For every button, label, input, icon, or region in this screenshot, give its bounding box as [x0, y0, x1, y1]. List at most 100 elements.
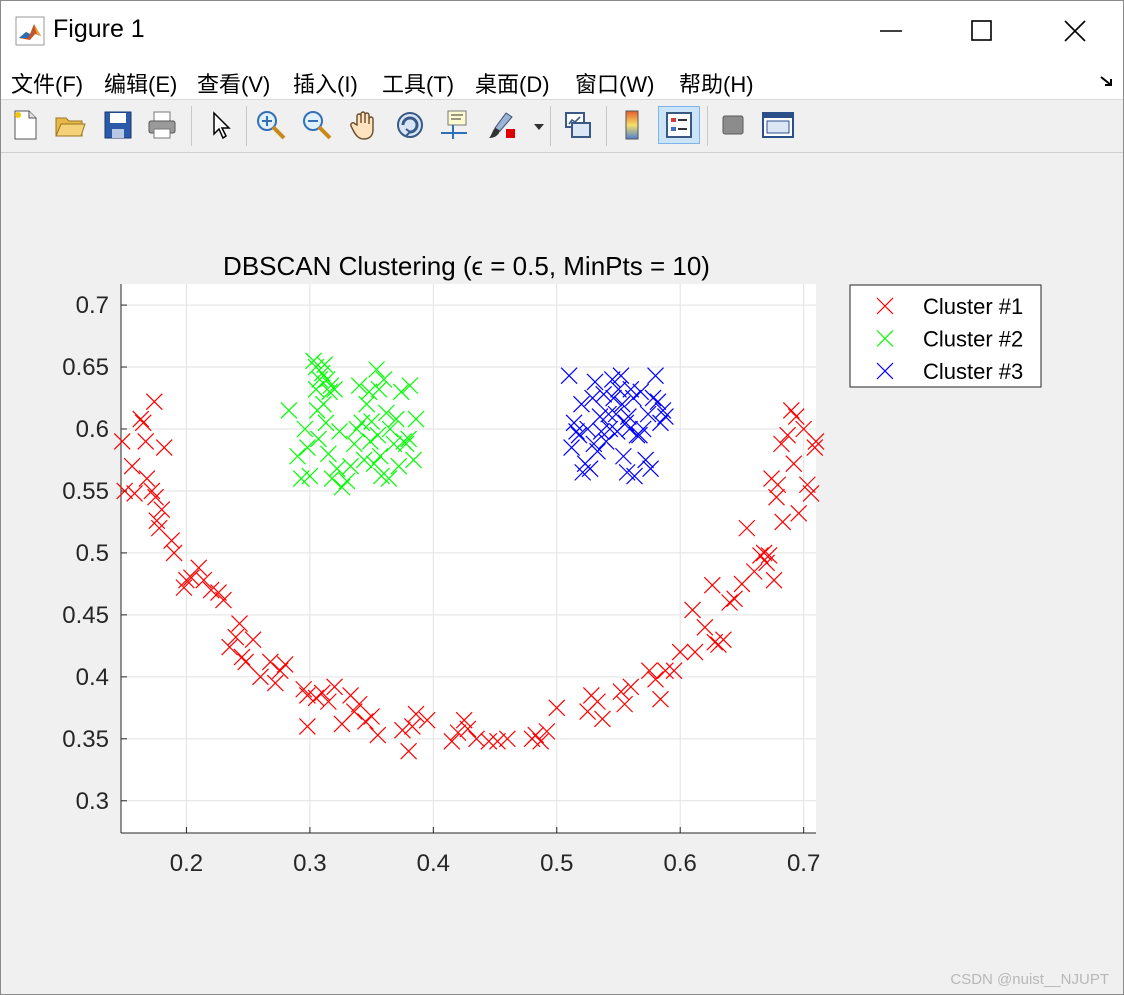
insert-colorbar-button[interactable] [614, 106, 650, 144]
data-point-cluster-3 [560, 367, 578, 385]
colorbar-icon [625, 110, 639, 140]
data-point-cluster-1 [498, 730, 516, 748]
data-point-cluster-1 [773, 435, 790, 453]
data-point-cluster-3 [634, 420, 652, 438]
data-point-cluster-1 [765, 571, 783, 589]
data-point-cluster-2 [319, 445, 337, 463]
data-point-cluster-3 [613, 395, 631, 413]
data-point-cluster-1 [165, 544, 183, 562]
save-icon [104, 111, 132, 139]
data-point-cluster-3 [595, 385, 613, 403]
data-point-cluster-3 [656, 408, 674, 426]
data-point-cluster-2 [363, 413, 381, 430]
close-button[interactable] [1045, 11, 1105, 51]
data-point-cluster-2 [323, 470, 341, 487]
data-point-cluster-3 [649, 393, 667, 411]
data-point-cluster-1 [138, 470, 156, 487]
data-point-cluster-1 [313, 684, 331, 702]
x-tick-label: 0.2 [170, 850, 203, 877]
data-point-cluster-2 [365, 455, 383, 473]
data-point-cluster-3 [654, 401, 672, 419]
dock-arrow-icon[interactable] [1099, 73, 1115, 89]
menu-tools[interactable]: 工具(T) [382, 72, 455, 97]
menu-window[interactable]: 窗口(W) [575, 72, 655, 97]
data-point-cluster-1 [684, 601, 701, 619]
data-point-cluster-1 [665, 662, 683, 680]
rotate-3d-button[interactable] [392, 106, 428, 144]
window-title: Figure 1 [53, 15, 145, 43]
figure-area: 0.2 0.3 0.4 0.5 0.6 0.7 0.3 0.35 0.4 0.45 0.5 0.55 0… [1, 153, 1123, 994]
data-point-cluster-1 [252, 668, 269, 686]
data-point-cluster-1 [589, 693, 606, 711]
data-point-cluster-1 [714, 631, 732, 649]
menu-desktop[interactable]: 桌面(D) [475, 72, 550, 97]
data-point-cluster-3 [626, 467, 643, 485]
data-point-cluster-2 [280, 401, 298, 419]
zoom-out-button[interactable] [299, 106, 335, 144]
data-point-cluster-1 [132, 410, 150, 428]
data-point-cluster-1 [807, 432, 825, 450]
x-tick-label: 0.3 [293, 850, 326, 877]
save-button[interactable] [100, 106, 136, 144]
data-point-cluster-1 [755, 544, 773, 562]
data-point-cluster-1 [231, 615, 248, 632]
data-point-cluster-3 [632, 383, 650, 401]
data-point-cluster-2 [298, 439, 316, 457]
data-point-cluster-3 [647, 367, 664, 385]
menu-file[interactable]: 文件(F) [11, 72, 84, 97]
brush-dropdown-icon[interactable] [533, 122, 545, 132]
minimize-button[interactable] [861, 11, 921, 51]
data-point-cluster-1 [769, 476, 787, 494]
data-point-cluster-2 [316, 356, 334, 373]
rotate-3d-icon [397, 112, 423, 138]
new-file-icon [14, 110, 37, 140]
toolbar-separator [246, 106, 247, 146]
menu-insert[interactable]: 插入(I) [293, 72, 358, 97]
data-point-cluster-1 [134, 414, 152, 432]
data-point-cluster-3 [639, 405, 657, 423]
menu-help[interactable]: 帮助(H) [679, 72, 754, 97]
data-point-cluster-2 [305, 352, 323, 370]
y-tick-label: 0.45 [62, 602, 109, 629]
link-plot-button[interactable] [560, 106, 596, 144]
legend-marker [876, 330, 894, 347]
data-point-cluster-2 [375, 370, 393, 388]
menu-edit[interactable]: 编辑(E) [104, 72, 178, 97]
data-point-cluster-1 [647, 670, 664, 688]
data-point-cluster-1 [153, 501, 171, 518]
new-figure-button[interactable] [7, 106, 43, 144]
hide-plot-tools-button[interactable] [715, 106, 751, 144]
data-cursor-button[interactable] [437, 106, 473, 144]
open-file-button[interactable] [52, 106, 88, 144]
menu-view[interactable]: 查看(V) [197, 72, 271, 97]
data-point-cluster-1 [221, 638, 239, 656]
data-point-cluster-3 [644, 389, 662, 407]
data-point-cluster-2 [371, 447, 389, 465]
data-point-cluster-3 [603, 370, 621, 388]
print-button[interactable] [144, 106, 180, 144]
data-point-cluster-3 [589, 442, 606, 460]
data-point-cluster-1 [671, 643, 689, 661]
x-tick-label: 0.4 [417, 850, 450, 877]
zoom-in-button[interactable] [253, 106, 289, 144]
data-point-cluster-2 [381, 420, 399, 438]
data-point-cluster-2 [350, 377, 368, 395]
brush-button[interactable] [485, 106, 521, 144]
data-point-cluster-1 [455, 711, 473, 729]
pan-button[interactable] [346, 106, 382, 144]
data-point-cluster-1 [227, 628, 245, 646]
data-point-cluster-1 [137, 432, 155, 450]
y-tick-label: 0.6 [76, 416, 109, 443]
maximize-button[interactable] [952, 11, 1012, 51]
title-bar: Figure 1 [1, 1, 1123, 61]
toolbar-separator [550, 106, 551, 146]
edit-plot-button[interactable] [202, 106, 238, 144]
data-point-cluster-2 [301, 467, 319, 485]
data-point-cluster-1 [538, 722, 556, 740]
data-point-cluster-3 [612, 367, 630, 385]
insert-legend-button[interactable] [658, 106, 700, 144]
show-plot-tools-button[interactable] [760, 106, 796, 144]
pan-hand-icon [350, 111, 374, 140]
x-tick-label: 0.7 [787, 850, 820, 877]
